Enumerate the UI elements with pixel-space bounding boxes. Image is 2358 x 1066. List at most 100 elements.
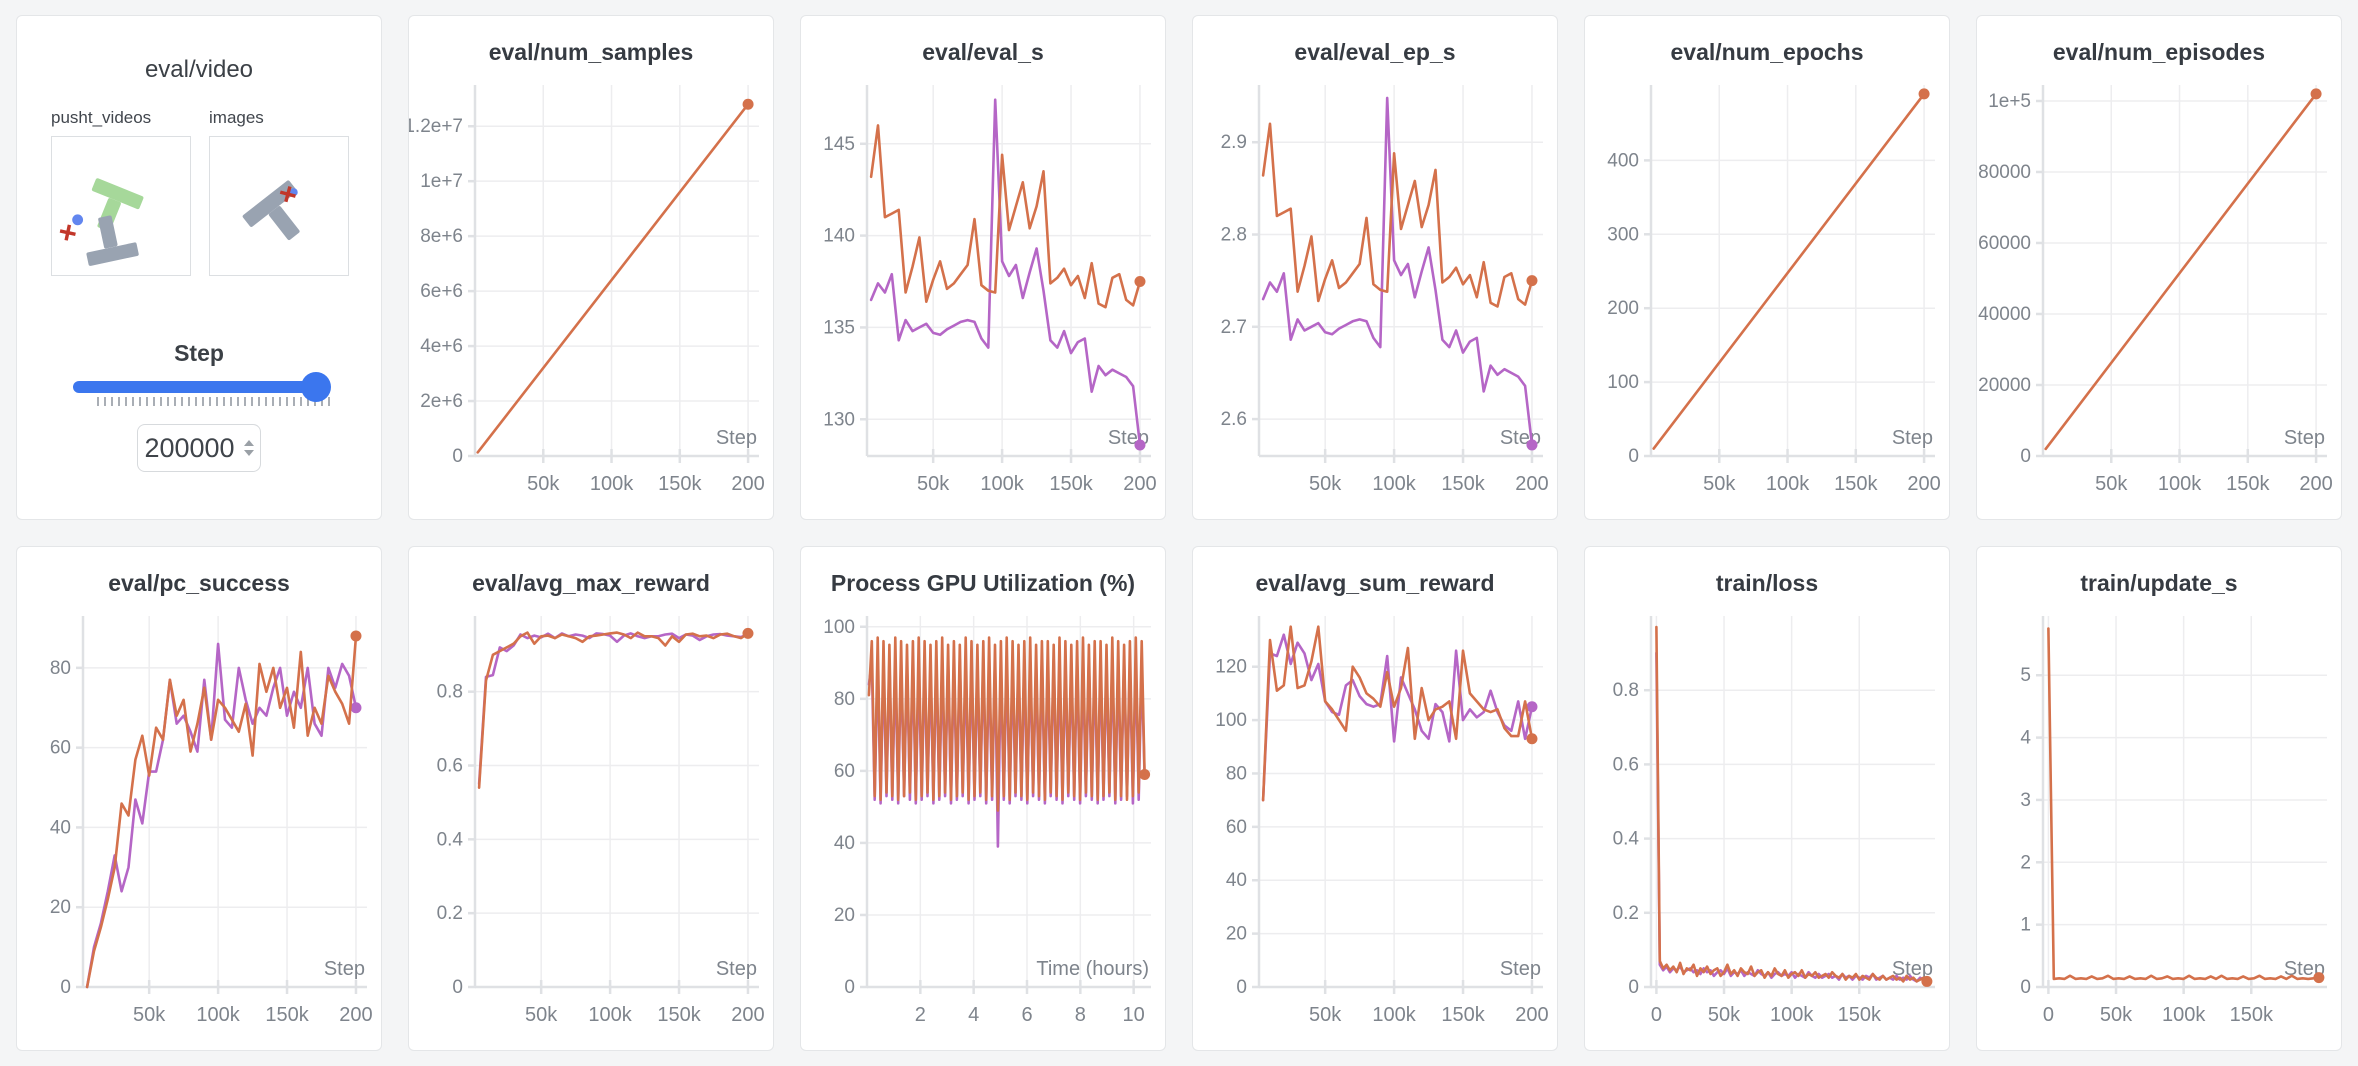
svg-text:100k: 100k <box>1770 1004 1814 1026</box>
images-scene-graphic <box>242 180 300 240</box>
chart-train-loss[interactable]: 0 0.2 0.4 0.6 0.8 0 50k 100k 150k Step <box>1585 600 1949 1045</box>
step-slider-label: Step <box>174 340 224 366</box>
svg-text:100k: 100k <box>196 1004 240 1026</box>
svg-text:50k: 50k <box>1703 473 1736 495</box>
svg-text:100: 100 <box>1215 710 1247 731</box>
svg-text:135: 135 <box>823 318 855 339</box>
media-images: images <box>209 108 349 276</box>
svg-text:100k: 100k <box>588 1004 632 1026</box>
svg-text:Step: Step <box>716 427 757 449</box>
stepper-chevrons[interactable] <box>243 440 254 456</box>
svg-text:150k: 150k <box>2230 1004 2274 1026</box>
svg-text:0: 0 <box>452 977 463 998</box>
svg-text:145: 145 <box>823 134 855 155</box>
svg-text:200: 200 <box>1515 1004 1548 1026</box>
panel-eval-avg-max-reward: eval/avg_max_reward 0 0.2 0.4 0.6 0.8 50k 100k… <box>408 546 774 1051</box>
svg-text:80: 80 <box>834 689 855 710</box>
svg-text:0: 0 <box>1628 977 1639 998</box>
step-slider-track[interactable] <box>73 372 331 402</box>
svg-text:Step: Step <box>1500 958 1541 980</box>
svg-text:100k: 100k <box>1372 1004 1416 1026</box>
svg-text:Step: Step <box>716 958 757 980</box>
svg-text:0: 0 <box>1628 446 1639 467</box>
media-pusht-videos: pusht_videos <box>51 108 191 276</box>
svg-text:100k: 100k <box>1766 473 1810 495</box>
pusht-video-thumbnail[interactable] <box>51 136 191 276</box>
svg-text:100: 100 <box>1607 372 1639 393</box>
chart-title: eval/avg_sum_reward <box>1255 570 1495 596</box>
panel-eval-eval-ep-s: eval/eval_ep_s 2.6 2.7 2.8 2.9 50k 100k 150k 20… <box>1192 15 1558 520</box>
svg-text:200: 200 <box>339 1004 372 1026</box>
svg-text:150k: 150k <box>1049 473 1093 495</box>
chart-title: eval/num_epochs <box>1670 39 1864 65</box>
svg-text:50k: 50k <box>1708 1004 1741 1026</box>
svg-text:130: 130 <box>823 410 855 431</box>
chart-eval-num-epochs[interactable]: 0 100 200 300 400 50k 100k 150k 200 Step <box>1585 69 1949 514</box>
svg-text:100k: 100k <box>1372 473 1416 495</box>
svg-text:200: 200 <box>1123 473 1156 495</box>
svg-text:60: 60 <box>834 761 855 782</box>
svg-text:1: 1 <box>2020 915 2031 936</box>
svg-text:1e+7: 1e+7 <box>420 171 463 192</box>
chart-eval-avg-sum-reward[interactable]: 0 20 40 60 80 100 120 50k 100k 150k 200 Step <box>1193 600 1557 1045</box>
svg-text:0.6: 0.6 <box>1613 755 1639 776</box>
svg-text:Time (hours): Time (hours) <box>1036 958 1149 980</box>
svg-text:8: 8 <box>1075 1004 1086 1026</box>
svg-text:150k: 150k <box>1441 1004 1485 1026</box>
step-value-input[interactable]: 200000 <box>137 424 261 472</box>
chart-eval-pc-success[interactable]: 0 20 40 60 80 50k 100k 150k 200 Step <box>17 600 381 1045</box>
svg-text:50k: 50k <box>527 473 560 495</box>
svg-text:2e+6: 2e+6 <box>420 391 463 412</box>
step-slider-tickmarks <box>97 397 331 406</box>
svg-text:4e+6: 4e+6 <box>420 336 463 357</box>
images-thumbnail[interactable] <box>209 136 349 276</box>
svg-text:60: 60 <box>1226 817 1247 838</box>
svg-text:50k: 50k <box>2100 1004 2133 1026</box>
panel-eval-num-samples: eval/num_samples 0 2e+6 4e+6 6e+6 8e+6 1e+7 1.… <box>408 15 774 520</box>
panel-train-loss: train/loss 0 0.2 0.4 0.6 0.8 0 50k 100k 150k Step <box>1584 546 1950 1051</box>
svg-text:40: 40 <box>50 818 71 839</box>
svg-text:200: 200 <box>1907 473 1940 495</box>
panel-eval-num-epochs: eval/num_epochs 0 100 200 300 400 50k 100k 150k… <box>1584 15 1950 520</box>
svg-text:200: 200 <box>2299 473 2332 495</box>
media-caption: images <box>209 108 264 127</box>
media-row: pusht_videos <box>17 108 381 276</box>
svg-text:40: 40 <box>1226 871 1247 892</box>
svg-text:200: 200 <box>731 473 764 495</box>
panel-eval-pc-success: eval/pc_success 0 20 40 60 80 50k 100k 150k 200 S… <box>16 546 382 1051</box>
chevron-up-icon[interactable] <box>243 440 254 446</box>
chart-title: eval/num_episodes <box>2052 39 2266 65</box>
panel-eval-video: eval/video pusht_videos <box>16 15 382 520</box>
svg-text:0: 0 <box>60 977 71 998</box>
svg-text:400: 400 <box>1607 151 1639 172</box>
panel-eval-avg-sum-reward: eval/avg_sum_reward 0 20 40 60 80 100 120 50k 10… <box>1192 546 1558 1051</box>
svg-text:100k: 100k <box>2158 473 2202 495</box>
chart-title: eval/eval_s <box>922 39 1044 65</box>
svg-text:150k: 150k <box>658 473 702 495</box>
svg-text:6: 6 <box>1021 1004 1032 1026</box>
svg-text:0: 0 <box>2020 446 2031 467</box>
svg-text:1.2e+7: 1.2e+7 <box>409 117 463 138</box>
svg-text:1e+5: 1e+5 <box>1988 91 2031 112</box>
svg-text:80: 80 <box>1226 764 1247 785</box>
chart-title: train/loss <box>1715 570 1819 596</box>
svg-text:6e+6: 6e+6 <box>420 281 463 302</box>
chart-eval-avg-max-reward[interactable]: 0 0.2 0.4 0.6 0.8 50k 100k 150k 200 Step <box>409 600 773 1045</box>
chevron-down-icon[interactable] <box>243 450 254 456</box>
svg-text:60: 60 <box>50 738 71 759</box>
svg-text:Step: Step <box>1892 427 1933 449</box>
svg-text:200: 200 <box>731 1004 764 1026</box>
svg-text:3: 3 <box>2020 790 2031 811</box>
svg-text:20: 20 <box>1226 924 1247 945</box>
chart-eval-num-episodes[interactable]: 0 20000 40000 60000 80000 1e+5 50k 100k 150k 200 S… <box>1977 69 2341 514</box>
svg-text:100: 100 <box>823 617 855 638</box>
chart-gpu-utilization[interactable]: 0 20 40 60 80 100 2 4 6 8 10 Time (hours) <box>801 600 1165 1045</box>
svg-text:Step: Step <box>324 958 365 980</box>
svg-text:0: 0 <box>452 446 463 467</box>
chart-title: eval/pc_success <box>108 570 290 596</box>
chart-eval-num-samples[interactable]: 0 2e+6 4e+6 6e+6 8e+6 1e+7 1.2e+7 50k 100k 150k 20… <box>409 69 773 514</box>
step-slider-handle[interactable] <box>301 372 331 402</box>
